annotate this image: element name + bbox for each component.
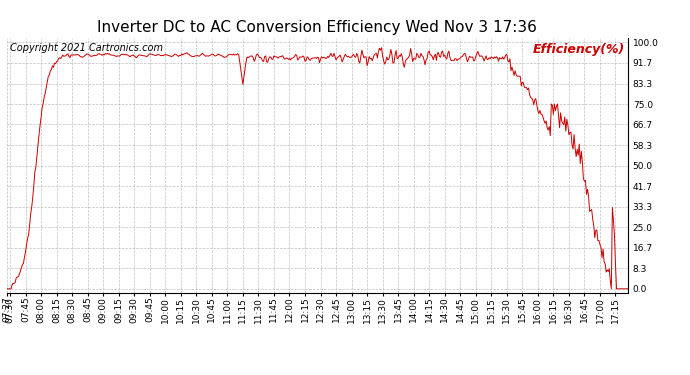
Text: Efficiency(%): Efficiency(%) [533, 43, 625, 56]
Text: Copyright 2021 Cartronics.com: Copyright 2021 Cartronics.com [10, 43, 163, 52]
Title: Inverter DC to AC Conversion Efficiency Wed Nov 3 17:36: Inverter DC to AC Conversion Efficiency … [97, 20, 538, 35]
